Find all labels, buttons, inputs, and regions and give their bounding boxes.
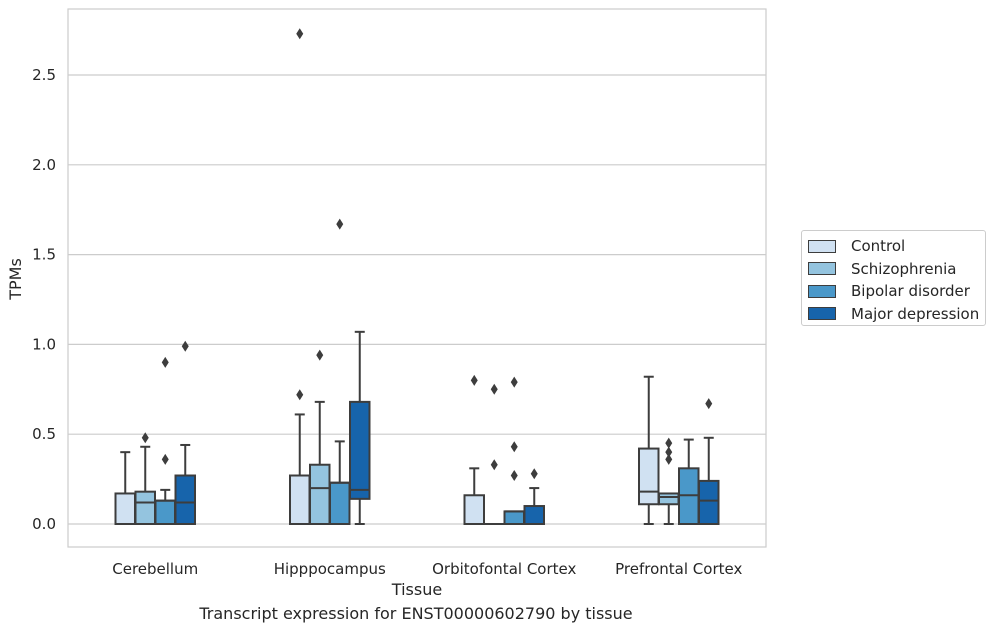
plot-area bbox=[114, 28, 720, 526]
legend-label: Bipolar disorder bbox=[851, 282, 970, 301]
box-bipolar-disorder bbox=[329, 218, 351, 525]
box-body bbox=[638, 447, 660, 506]
box-control bbox=[463, 374, 485, 526]
legend: Control Schizophrenia Bipolar disorder Majo… bbox=[801, 230, 986, 326]
legend-item: Bipolar disorder bbox=[808, 280, 985, 303]
outlier-point bbox=[181, 340, 189, 352]
legend-label: Major depression bbox=[851, 304, 980, 323]
outlier-point bbox=[161, 453, 169, 465]
outlier-point bbox=[665, 446, 673, 458]
x-axis-label: Tissue bbox=[391, 580, 442, 599]
x-tick-label: Prefrontal Cortex bbox=[615, 560, 742, 578]
box-body bbox=[698, 479, 720, 525]
x-axis-ticks: Cerebellum Hipppocampus Orbitofontal Corte… bbox=[112, 560, 742, 578]
outlier-point bbox=[510, 470, 518, 482]
outlier-point bbox=[316, 349, 324, 361]
y-tick-label: 1.0 bbox=[32, 335, 56, 353]
x-tick-label: Cerebellum bbox=[112, 560, 198, 578]
grid-lines bbox=[68, 74, 766, 525]
box-major-depression bbox=[349, 330, 371, 525]
box-body bbox=[114, 492, 136, 525]
outlier-point bbox=[510, 376, 518, 388]
y-tick-label: 0.5 bbox=[32, 425, 56, 443]
plot-frame bbox=[67, 8, 767, 548]
x-tick-label: Orbitofontal Cortex bbox=[432, 560, 576, 578]
y-tick-label: 0.0 bbox=[32, 515, 56, 533]
box-major-depression bbox=[174, 340, 196, 525]
outlier-point bbox=[161, 356, 169, 368]
outlier-point bbox=[490, 459, 498, 471]
box-body bbox=[503, 510, 525, 526]
box-body bbox=[463, 494, 485, 526]
outlier-point bbox=[296, 389, 304, 401]
legend-swatch bbox=[808, 262, 836, 276]
legend-item: Schizophrenia bbox=[808, 258, 985, 281]
legend-item: Major depression bbox=[808, 303, 985, 326]
y-tick-label: 2.5 bbox=[32, 66, 56, 84]
legend-swatch bbox=[808, 307, 836, 321]
legend-item: Control bbox=[808, 235, 985, 258]
outlier-point bbox=[336, 218, 344, 230]
box-schizophrenia bbox=[484, 383, 504, 525]
box-control bbox=[638, 375, 660, 525]
box-schizophrenia bbox=[134, 432, 156, 525]
box-bipolar-disorder bbox=[503, 376, 525, 526]
box-bipolar-disorder bbox=[678, 438, 700, 526]
y-axis-ticks: 0.0 0.5 1.0 1.5 2.0 2.5 bbox=[32, 66, 56, 533]
box-control bbox=[114, 451, 136, 525]
box-body bbox=[134, 490, 156, 525]
y-tick-label: 2.0 bbox=[32, 156, 56, 174]
box-schizophrenia bbox=[309, 349, 331, 525]
box-body bbox=[523, 505, 545, 526]
outlier-point bbox=[665, 437, 673, 449]
outlier-point bbox=[141, 432, 149, 444]
outlier-point bbox=[296, 28, 304, 40]
box-control bbox=[289, 28, 311, 525]
outlier-point bbox=[705, 398, 713, 410]
legend-label: Control bbox=[851, 237, 906, 256]
outlier-point bbox=[490, 383, 498, 395]
box-body bbox=[658, 492, 680, 506]
box-schizophrenia bbox=[658, 437, 680, 525]
chart-caption: Transcript expression for ENST0000060279… bbox=[199, 604, 633, 623]
box-body bbox=[289, 474, 311, 525]
box-body bbox=[349, 400, 371, 500]
box-body bbox=[309, 463, 331, 525]
outlier-point bbox=[510, 441, 518, 453]
box-major-depression bbox=[698, 398, 720, 525]
box-body bbox=[329, 481, 351, 525]
box-body bbox=[154, 499, 176, 526]
x-tick-label: Hipppocampus bbox=[274, 560, 386, 578]
outlier-point bbox=[530, 468, 538, 480]
outlier-point bbox=[665, 453, 673, 465]
legend-label: Schizophrenia bbox=[851, 259, 957, 278]
y-tick-label: 1.5 bbox=[32, 246, 56, 264]
outlier-point bbox=[470, 374, 478, 386]
y-axis-label: TPMs bbox=[6, 258, 25, 301]
box-major-depression bbox=[523, 468, 545, 526]
legend-swatch bbox=[808, 284, 836, 298]
box-body bbox=[174, 474, 196, 525]
box-bipolar-disorder bbox=[154, 356, 176, 526]
legend-swatch bbox=[808, 239, 836, 253]
